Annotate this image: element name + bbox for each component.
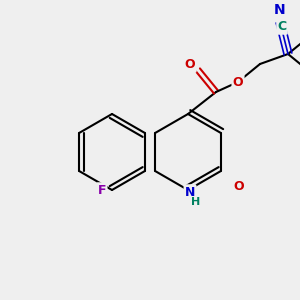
- Text: F: F: [98, 184, 106, 196]
- Text: O: O: [234, 179, 244, 193]
- Text: N: N: [185, 185, 195, 199]
- Text: H: H: [191, 197, 201, 207]
- Text: O: O: [233, 76, 243, 88]
- Text: C: C: [278, 20, 286, 34]
- Text: O: O: [185, 58, 195, 71]
- Text: N: N: [274, 3, 286, 17]
